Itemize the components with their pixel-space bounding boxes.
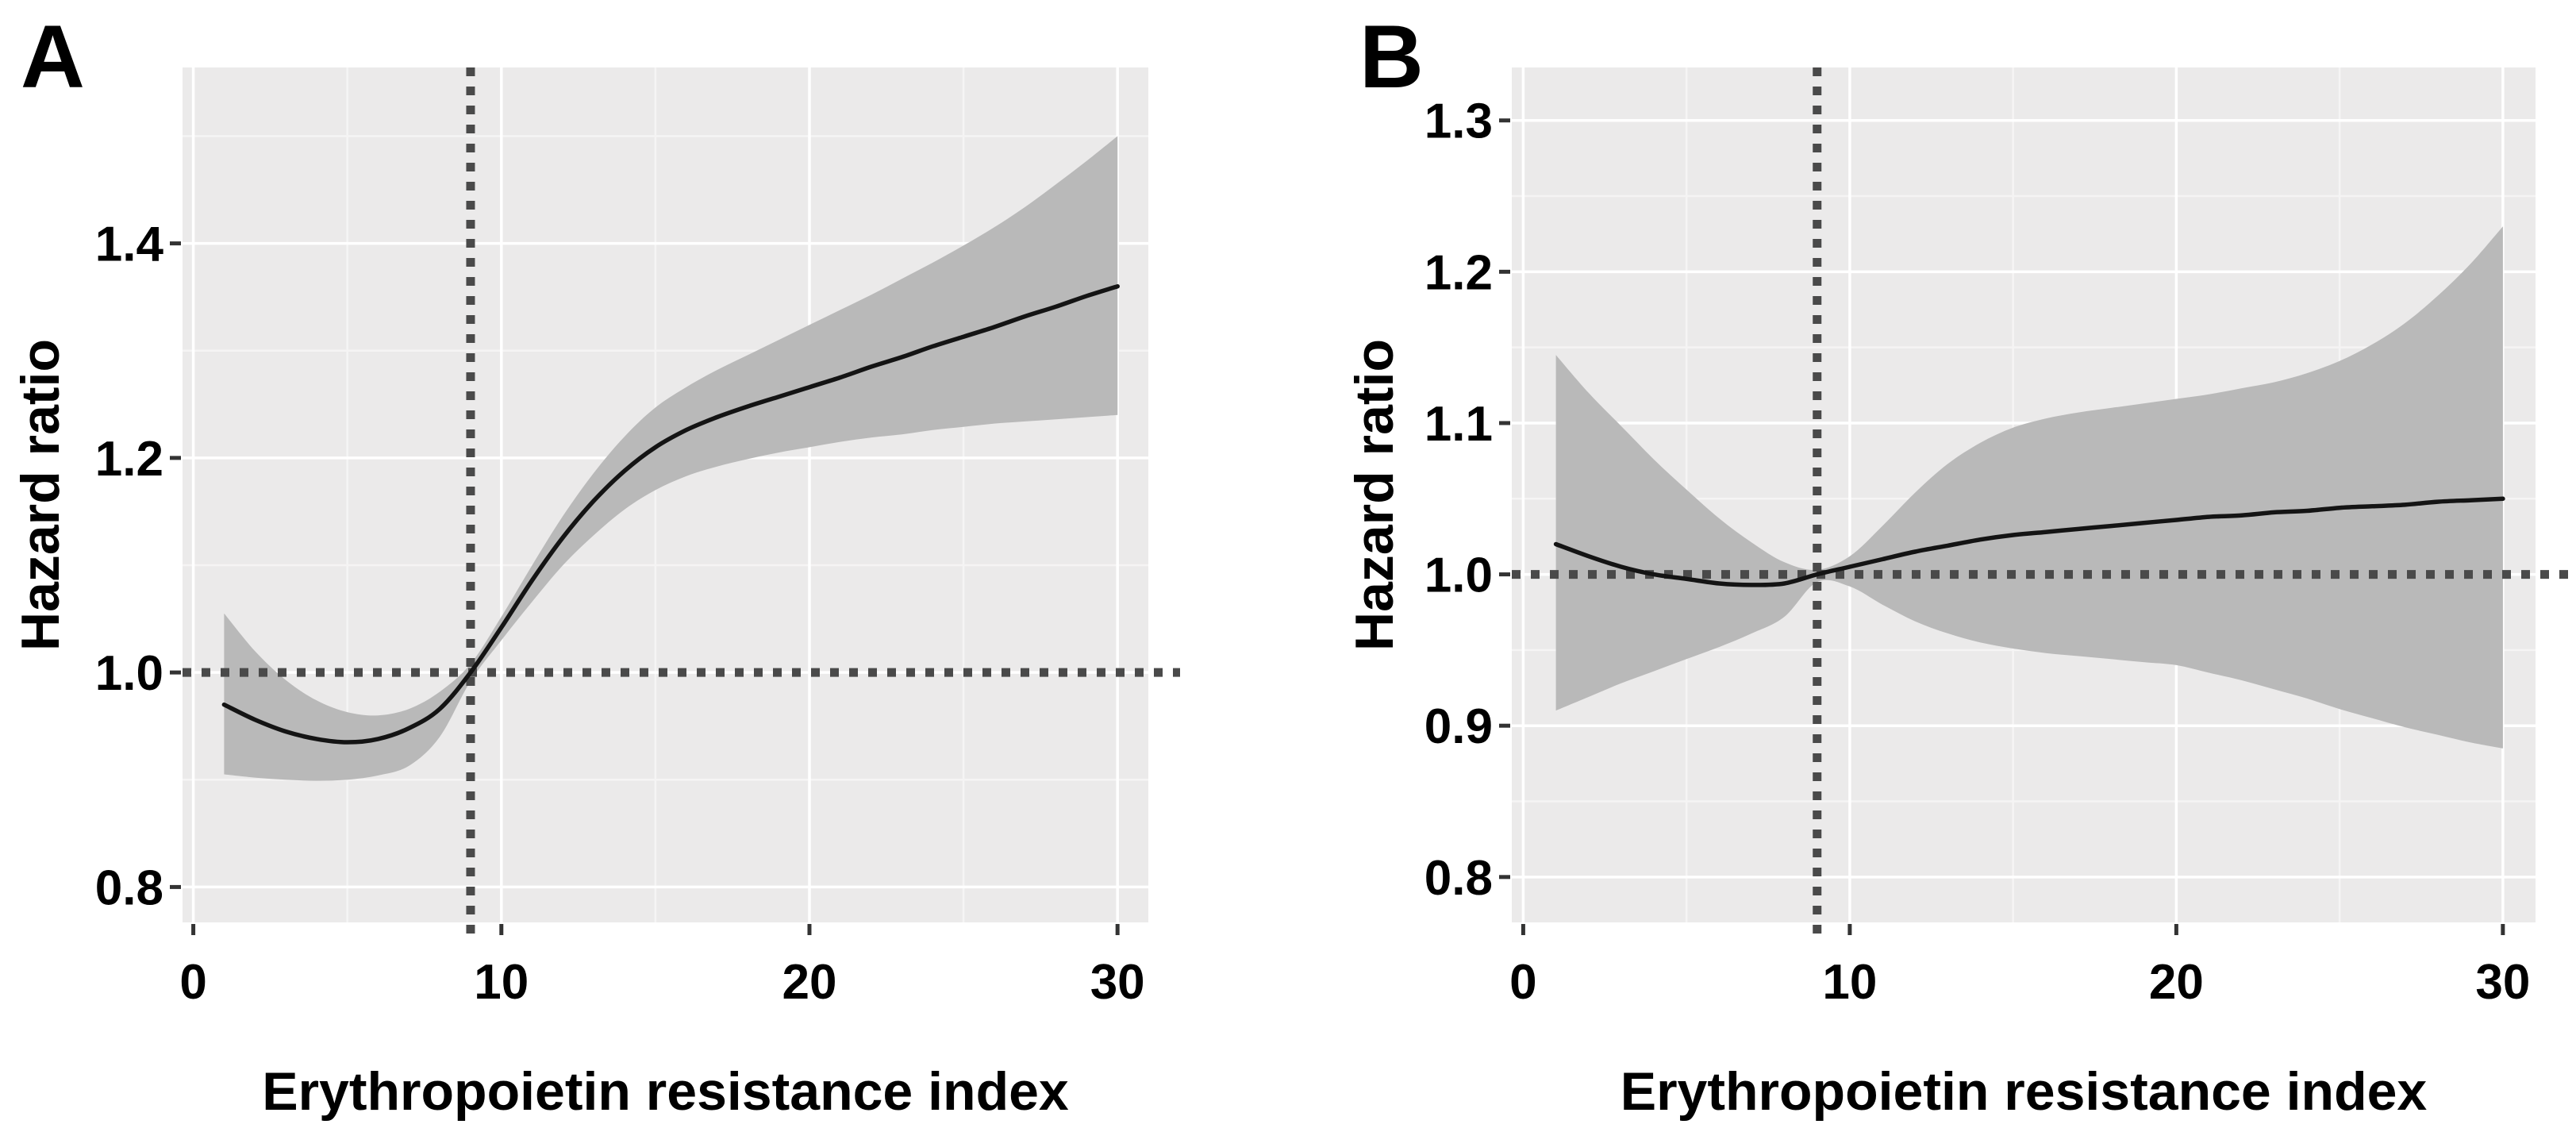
tick-marks (1499, 118, 2505, 935)
x-tick-label: 20 (2149, 955, 2204, 1010)
y-axis-title: Hazard ratio (1344, 339, 1405, 651)
y-tick-label: 1.0 (95, 646, 163, 701)
y-tick-label: 1.0 (1424, 549, 1493, 603)
tick-marks (170, 241, 1120, 935)
y-tick-label: 1.4 (95, 218, 164, 272)
y-tick-label: 1.2 (1424, 245, 1493, 300)
x-tick-label: 0 (1509, 955, 1536, 1010)
x-tick-label: 10 (474, 955, 529, 1010)
panel-b: 0 10 20 30 0.8 0.9 1.0 1.1 1.2 1.3 Erythropoietin … (1344, 7, 2570, 1122)
plot-area (183, 67, 1148, 922)
y-axis-title: Hazard ratio (10, 339, 71, 651)
panel-label-a: A (21, 7, 85, 106)
x-axis-title: Erythropoietin resistance index (262, 1061, 1069, 1122)
panel-a: 0 10 20 30 0.8 1.0 1.2 1.4 Erythropoietin resist… (10, 7, 1180, 1122)
hazard-ratio-curve (1553, 496, 2505, 587)
confidence-band (1555, 226, 2503, 749)
confidence-band (224, 136, 1118, 781)
x-axis-title: Erythropoietin resistance index (1621, 1061, 2428, 1122)
y-tick-label: 0.9 (1424, 699, 1493, 754)
x-tick-label: 10 (1822, 955, 1877, 1010)
y-tick-label: 1.1 (1424, 397, 1493, 452)
y-tick-label: 1.3 (1424, 94, 1493, 149)
x-tick-label: 0 (179, 955, 206, 1010)
x-tick-label: 30 (2475, 955, 2530, 1010)
hazard-ratio-curve (221, 283, 1120, 745)
y-tick-label: 0.8 (1424, 851, 1493, 906)
y-tick-label: 1.2 (95, 432, 163, 487)
y-tick-label: 0.8 (95, 860, 163, 915)
x-tick-label: 30 (1090, 955, 1145, 1010)
x-tick-label: 20 (782, 955, 836, 1010)
panel-label-b: B (1359, 7, 1424, 106)
